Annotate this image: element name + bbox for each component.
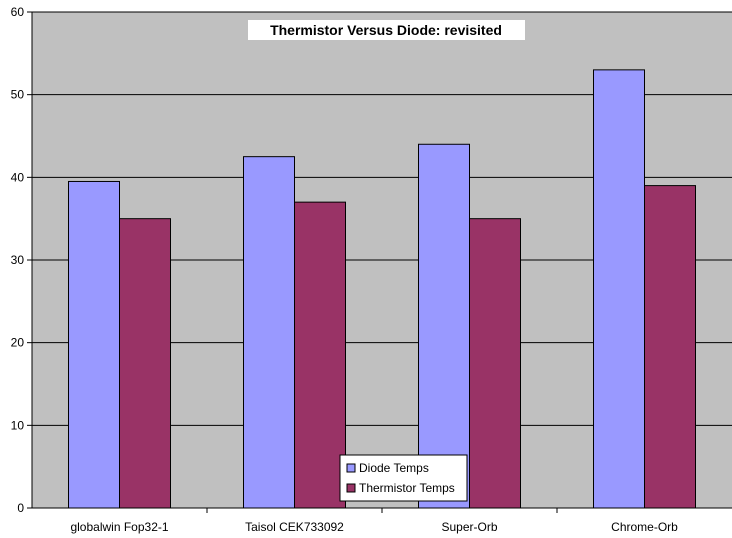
bar [243,156,295,509]
legend-label: Thermistor Temps [359,481,455,495]
legend-swatch [346,463,356,473]
y-tick-label: 60 [11,5,25,19]
chart-title-text: Thermistor Versus Diode: revisited [270,22,502,38]
bar [119,218,171,509]
bar [68,180,120,509]
legend-swatch [346,483,356,493]
x-tick-label: Taisol CEK733092 [245,520,344,534]
legend-label: Diode Temps [359,461,429,475]
x-tick-label: Super-Orb [441,520,497,534]
y-tick-label: 0 [17,501,24,515]
bar [593,69,645,509]
legend: Diode Temps Thermistor Temps [339,454,468,502]
y-axis-ticks: 0 10 20 30 40 50 60 [11,5,32,515]
bar [294,201,346,509]
y-tick-label: 10 [11,418,25,432]
chart-title: Thermistor Versus Diode: revisited [248,20,525,40]
x-axis-labels: globalwin Fop32-1 Taisol CEK733092 Super-O… [70,508,678,534]
y-tick-label: 40 [11,170,25,184]
bars [68,69,696,509]
chart-title-box [248,20,525,40]
bar [644,185,696,509]
y-tick-label: 30 [11,253,25,267]
legend-box [339,454,468,502]
x-tick-label: Chrome-Orb [611,520,678,534]
x-tick-label: globalwin Fop32-1 [70,520,168,534]
bar [418,143,470,509]
y-tick-label: 50 [11,88,25,102]
y-tick-label: 20 [11,336,25,350]
bar [469,218,521,509]
